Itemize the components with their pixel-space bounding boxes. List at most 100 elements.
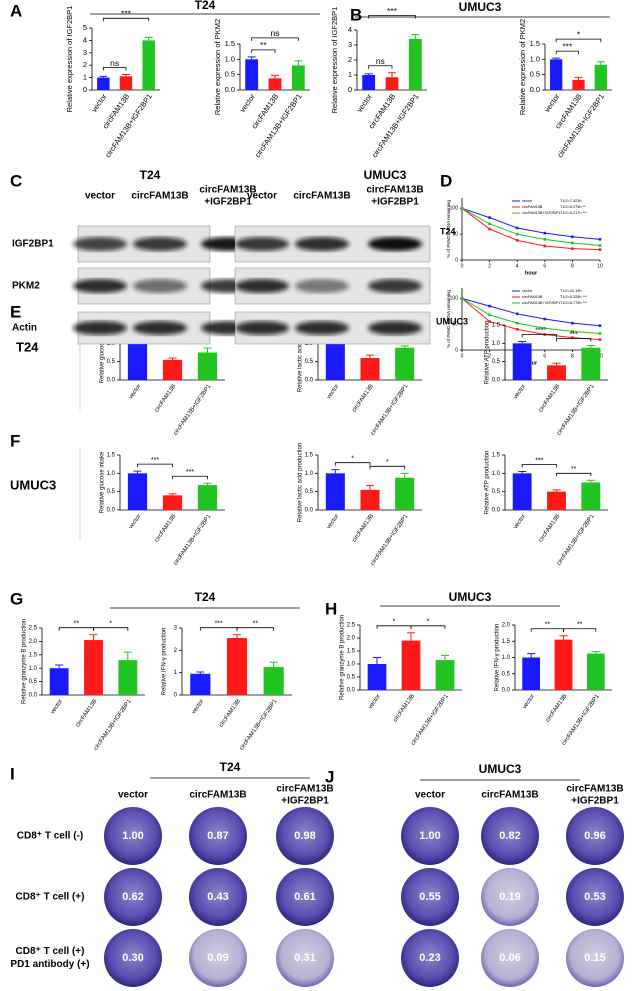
lane-label: +IGF2BP1: [371, 197, 419, 208]
bar: [401, 640, 421, 690]
blot-cell-line: UMUC3: [364, 168, 407, 182]
error-bar: [269, 661, 278, 668]
blot-band: [73, 279, 127, 293]
plate: [481, 868, 539, 926]
plate-value: 0.15: [584, 952, 605, 964]
bar: [127, 343, 148, 380]
group-title: UMUC3: [479, 762, 522, 776]
error-bar: [407, 632, 415, 641]
bar: [197, 352, 218, 380]
error-bar: [89, 634, 98, 641]
x-axis-label: hour: [525, 270, 538, 276]
y-tick-label: 3: [174, 626, 178, 632]
significance-label: ***: [535, 327, 543, 334]
plate-value: 0.82: [499, 830, 520, 842]
plate: [401, 807, 459, 865]
x-tick-label: circFAM13B: [154, 384, 177, 414]
lane-label: vector: [247, 191, 277, 202]
bar: [49, 668, 69, 695]
lane-label: circFAM13B: [276, 784, 333, 795]
x-tick-label: 8: [571, 263, 574, 269]
bar: [127, 473, 148, 510]
plate: [401, 929, 459, 987]
y-tick-label: 0: [348, 85, 352, 94]
significance-bracket: [410, 625, 446, 629]
x-tick-label: vector: [326, 514, 340, 531]
x-tick-label: circFAM13B+IGF2BP1: [370, 513, 410, 567]
x-tick-label: vector: [513, 514, 527, 531]
y-tick-label: 0.0: [492, 378, 501, 384]
series-line: [461, 297, 601, 341]
panel-letter: B: [350, 5, 362, 24]
error-bar: [99, 75, 108, 78]
plate: [189, 929, 247, 987]
y-tick-label: 0.5: [29, 679, 38, 685]
y-tick-label: 3: [348, 40, 352, 49]
x-tick-label: circFAM13B: [154, 514, 177, 544]
y-tick-label: 0: [455, 257, 458, 263]
group-title: T24: [195, 0, 216, 12]
bar: [547, 491, 566, 510]
plate-value: 0.87: [207, 830, 228, 842]
bar: [572, 79, 585, 90]
plate: [104, 929, 162, 987]
y-axis-label: Relative glucose intake: [100, 321, 106, 383]
y-tick-label: 0.5: [530, 70, 540, 79]
y-axis-label: Relative IFN-γ production: [495, 624, 501, 692]
x-tick-label: circFAM13B: [351, 384, 374, 414]
panel-letter: E: [10, 302, 21, 321]
plate-value: 0.23: [419, 952, 440, 964]
protein-label: Actin: [12, 323, 37, 334]
y-tick-label: 0.5: [225, 70, 235, 79]
significance-label: *: [109, 621, 112, 628]
error-bar: [527, 653, 536, 658]
y-tick-label: 0.5: [305, 489, 314, 495]
error-bar: [364, 73, 373, 75]
panel-letter: D: [440, 171, 452, 190]
y-tick-label: 100: [450, 296, 459, 302]
y-tick-label: 1: [174, 670, 178, 676]
bar: [554, 639, 573, 690]
error-bar: [203, 482, 212, 486]
data-point: [488, 304, 491, 308]
panel-letter: A: [10, 1, 22, 20]
x-tick-label: 4: [516, 263, 519, 269]
bar: [550, 59, 563, 90]
plate: [481, 929, 539, 987]
significance-bracket: [199, 627, 238, 631]
significance-bracket: [102, 17, 150, 22]
y-tick-label: 0.0: [502, 688, 511, 694]
error-bar: [400, 345, 409, 348]
bar: [325, 343, 345, 380]
error-bar: [552, 489, 561, 492]
error-bar: [518, 341, 527, 344]
plate-value: 0.31: [294, 952, 315, 964]
legend-label: circFAM13B+IGF2BP1: [522, 211, 560, 215]
data-point: [598, 238, 602, 241]
error-bar: [133, 470, 142, 474]
row-label: UMUC3: [436, 316, 468, 326]
y-axis-label: Relative expression of PKM2: [213, 19, 222, 115]
data-point: [488, 227, 491, 231]
series-line: [461, 297, 601, 334]
significance-bracket: [369, 465, 406, 470]
legend-label: circFAM13B: [522, 205, 543, 209]
blot-band: [133, 237, 187, 251]
blot-band: [295, 279, 349, 293]
error-bar: [168, 493, 177, 496]
y-tick-label: 1.0: [530, 54, 540, 63]
bar: [512, 473, 532, 510]
y-tick-label: 1.0: [347, 662, 356, 668]
y-tick-label: 0.0: [107, 378, 116, 384]
significance-bracket: [555, 50, 579, 55]
error-bar: [196, 671, 205, 674]
y-axis-label: Relative expression of IGF2BP1: [330, 7, 339, 114]
bar: [362, 75, 376, 90]
lane-label: vector: [85, 191, 115, 202]
error-bar: [271, 74, 279, 79]
x-tick-label: vector: [355, 92, 374, 114]
y-tick-label: 1.5: [29, 652, 38, 658]
y-tick-label: 1.0: [502, 655, 511, 661]
plate: [189, 807, 247, 865]
significance-label: ***: [151, 457, 159, 464]
